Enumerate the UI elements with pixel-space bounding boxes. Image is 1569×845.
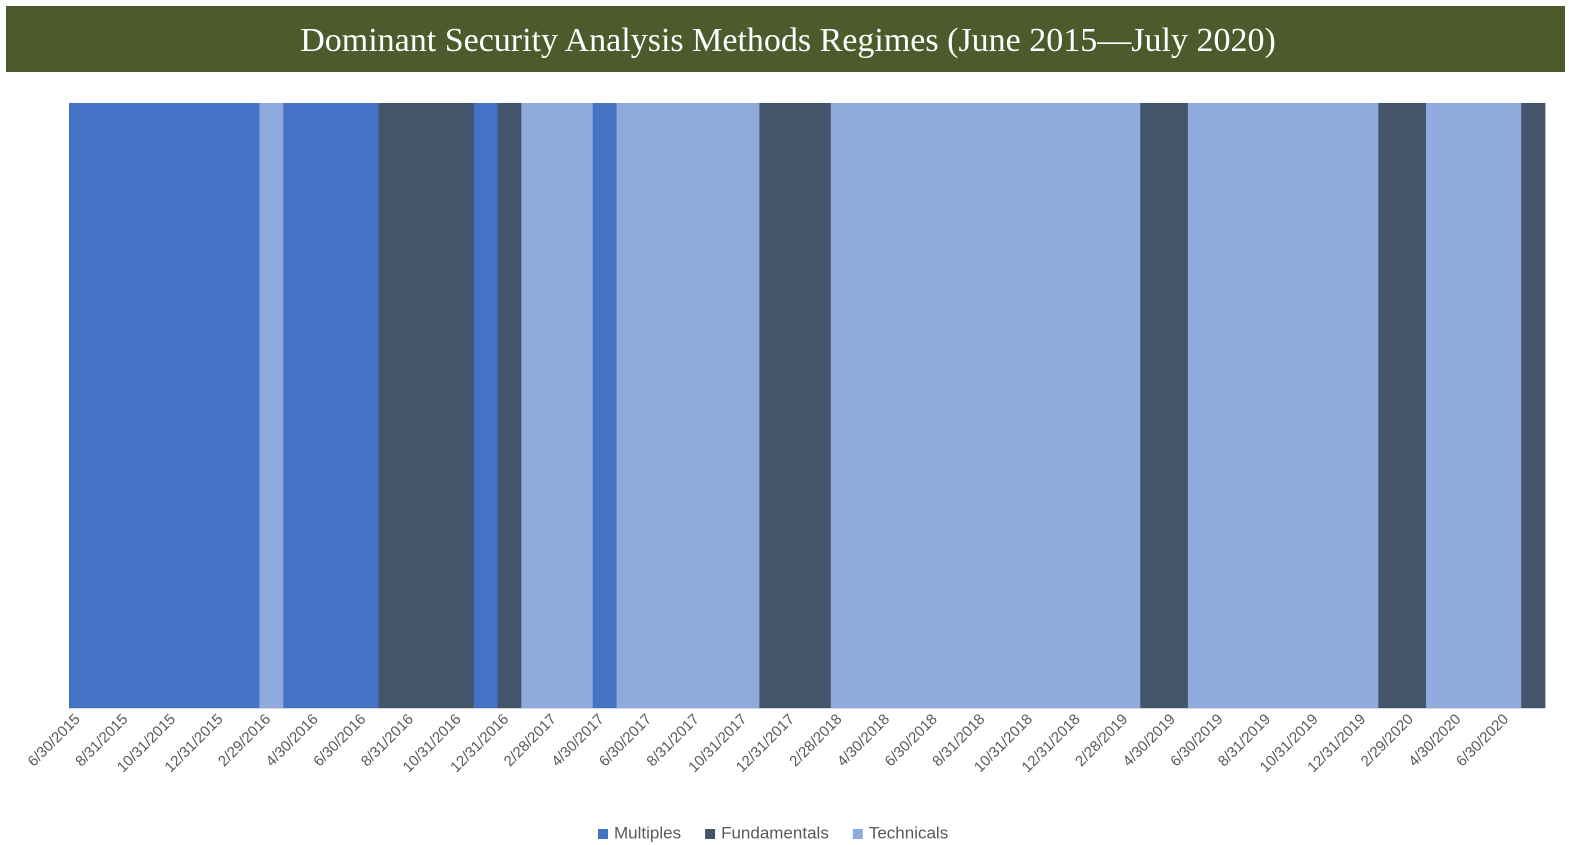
bar-segment (926, 103, 951, 708)
legend-label: Fundamentals (721, 823, 829, 842)
bar-segment (378, 103, 403, 708)
bar-segment (164, 103, 189, 708)
bar-segment (711, 103, 736, 708)
bar-segment (1521, 103, 1546, 708)
bar-segment (211, 103, 237, 708)
bar-segment (545, 103, 570, 708)
bar-segment (616, 103, 641, 708)
bar-segment (1497, 103, 1522, 708)
bar-segment (759, 103, 784, 708)
bar-segment (1283, 103, 1308, 708)
bar-segment (92, 103, 118, 708)
bar-segment (807, 103, 832, 708)
x-tick-label: 6/30/2020 (1453, 711, 1512, 770)
legend-swatch (598, 829, 608, 839)
bar-segment (854, 103, 879, 708)
bar-segment (1021, 103, 1046, 708)
bar-segment (664, 103, 689, 708)
bar-segment (687, 103, 713, 708)
bar-segment (1235, 103, 1260, 708)
bar-segment (426, 103, 451, 708)
bar-segment (592, 103, 617, 708)
bar-segment (473, 103, 498, 708)
bar-segment (188, 103, 213, 708)
bar-segment (1045, 103, 1070, 708)
bar-segment (997, 103, 1022, 708)
bar-segment (449, 103, 475, 708)
bar-segment (949, 103, 975, 708)
bar-segment (521, 103, 546, 708)
legend-swatch (852, 829, 863, 839)
bar-segment (330, 103, 356, 708)
bar-segment (783, 103, 808, 708)
bar-segment (568, 103, 594, 708)
chart-title: Dominant Security Analysis Methods Regim… (300, 22, 1276, 59)
bar-segment (1068, 103, 1094, 708)
bar-segment (1164, 103, 1189, 708)
bar-segment (878, 103, 903, 708)
bar-segment (497, 103, 522, 708)
bar-segment (140, 103, 165, 708)
bar-segment (116, 103, 141, 708)
bar-segment (283, 103, 308, 708)
bar-segment (1259, 103, 1284, 708)
legend-label: Technicals (869, 823, 948, 842)
legend-swatch (705, 829, 716, 839)
bar-segment (307, 103, 332, 708)
bar-segment (830, 103, 856, 708)
bar-segment (973, 103, 998, 708)
bar-segment (1473, 103, 1498, 708)
bar-segment (402, 103, 427, 708)
bar-segment (354, 103, 379, 708)
bar-segment (259, 103, 284, 708)
bar-segment (1449, 103, 1474, 708)
bar-segment (1330, 103, 1355, 708)
bar-segment (640, 103, 665, 708)
bar-segment (1402, 103, 1427, 708)
title-bar (6, 6, 1565, 72)
bar-segment (1116, 103, 1141, 708)
bar-segment (235, 103, 260, 708)
bar-segment (1140, 103, 1165, 708)
bar-segment (1425, 103, 1451, 708)
bar-segment (1378, 103, 1403, 708)
legend-label: Multiples (614, 823, 681, 842)
bar-segment (1354, 103, 1379, 708)
bar-segment (1092, 103, 1117, 708)
bar-segment (1306, 103, 1332, 708)
bar-segment (735, 103, 760, 708)
bar-segment (902, 103, 927, 708)
bar-segment (69, 103, 94, 708)
bar-segment (1211, 103, 1236, 708)
bar-segment (1187, 103, 1213, 708)
